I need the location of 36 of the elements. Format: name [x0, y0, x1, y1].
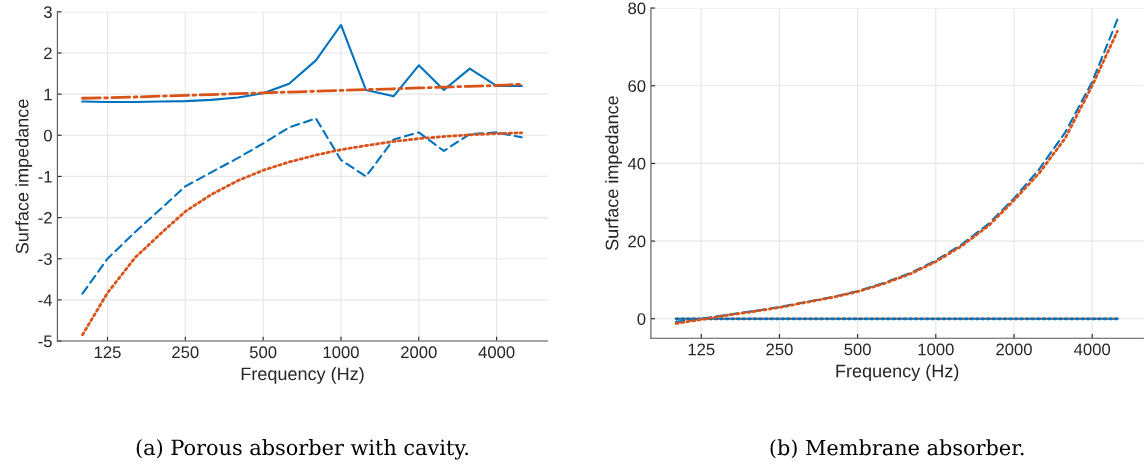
y-axis-title: Surface impedance	[605, 96, 622, 251]
y-tick-label: 80	[628, 2, 646, 15]
x-tick-label: 250	[766, 343, 793, 356]
x-axis-title: Frequency (Hz)	[241, 366, 364, 384]
y-tick-label: -4	[38, 294, 53, 306]
line-series	[81, 131, 524, 337]
text: (b) Membrane absorber.	[770, 439, 1024, 459]
x-tick-label: 2000	[996, 343, 1032, 356]
y-tick-label: 0	[43, 129, 52, 142]
x-tick-label: 1000	[918, 343, 954, 356]
text: (a) Porous absorber with cavity.	[136, 439, 468, 460]
x-tick-label: 500	[249, 346, 277, 359]
line-series	[81, 23, 523, 103]
y-tick-label: 0	[637, 313, 646, 325]
x-axis-title: Frequency (Hz)	[836, 364, 959, 381]
y-tick-label: -5	[38, 335, 52, 348]
x-tick-label: 125	[688, 343, 715, 356]
y-tick-label: 20	[628, 235, 646, 248]
y-tick-label: -3	[38, 253, 52, 265]
x-tick-label: 4000	[478, 346, 515, 359]
line-series	[81, 82, 524, 100]
x-tick-label: 125	[94, 346, 121, 359]
y-tick-label: 1	[44, 88, 52, 101]
y-axis-title: Surface impedance	[15, 99, 33, 254]
x-tick-label: 4000	[1074, 343, 1111, 356]
y-tick-label: -2	[38, 211, 52, 224]
line-series	[81, 117, 523, 295]
y-tick-label: 2	[44, 47, 52, 60]
y-tick-label: 60	[628, 80, 646, 92]
x-tick-label: 1000	[323, 346, 359, 359]
y-tick-label: -1	[38, 171, 52, 183]
x-tick-label: 2000	[401, 346, 437, 359]
y-tick-label: 40	[627, 157, 646, 170]
x-tick-label: 500	[844, 343, 871, 356]
y-tick-label: 3	[43, 6, 52, 19]
x-tick-label: 250	[172, 346, 199, 359]
